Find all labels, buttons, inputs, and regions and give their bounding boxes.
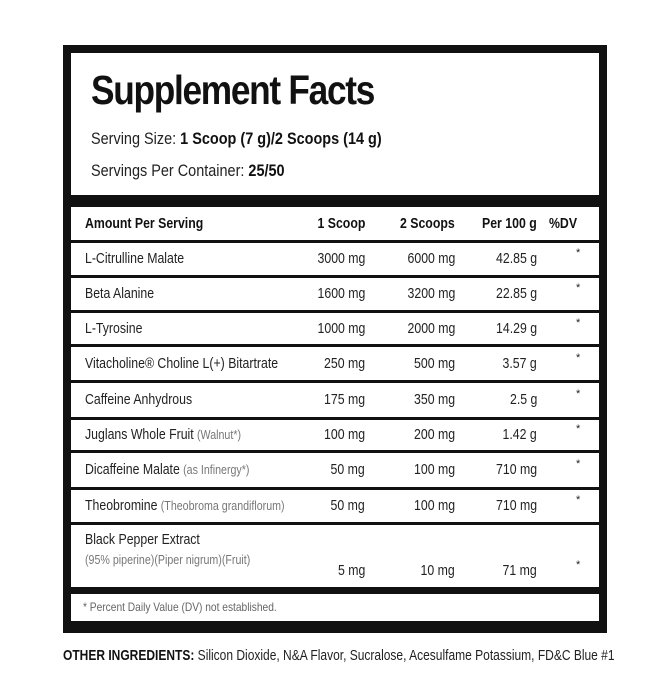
amount-2-scoops: 100 mg: [413, 497, 455, 514]
amount-1-scoop: 3000 mg: [317, 250, 365, 267]
other-ingredients-label: OTHER INGREDIENTS:: [63, 647, 195, 664]
col-amount: Amount Per Serving: [85, 215, 204, 232]
amount-2-scoops: 350 mg: [413, 391, 455, 408]
ingredient-label: Vitacholine® Choline L(+) Bitartrate: [85, 355, 279, 372]
amount-per-100g: 22.85 g: [495, 285, 537, 302]
servings-label: Servings Per Container:: [91, 161, 249, 180]
daily-value: *: [576, 559, 581, 571]
col-2-scoops: 2 Scoops: [400, 215, 455, 232]
amount-1-scoop: 1000 mg: [317, 320, 365, 337]
other-ingredients: OTHER INGREDIENTS: Silicon Dioxide, N&A …: [63, 647, 615, 664]
amount-per-100g: 710 mg: [495, 497, 537, 514]
daily-value: *: [576, 282, 581, 294]
col-1-scoop: 1 Scoop: [317, 215, 365, 232]
serving-size: Serving Size: 1 Scoop (7 g)/2 Scoops (14…: [91, 129, 382, 149]
ingredient-name: Beta Alanine: [85, 285, 154, 302]
amount-1-scoop: 50 mg: [330, 461, 365, 478]
ingredient-name: Black Pepper Extract (95% piperine)(Piper…: [85, 531, 250, 567]
facts-header: Supplement Facts Serving Size: 1 Scoop (…: [71, 53, 599, 195]
ingredient-name: Vitacholine® Choline L(+) Bitartrate: [85, 355, 278, 372]
amount-1-scoop: 250 mg: [323, 355, 365, 372]
amount-1-scoop: 100 mg: [323, 426, 365, 443]
amount-1-scoop: 175 mg: [323, 391, 365, 408]
supplement-facts-panel: Supplement Facts Serving Size: 1 Scoop (…: [63, 45, 607, 633]
amount-2-scoops: 500 mg: [413, 355, 455, 372]
amount-2-scoops: 6000 mg: [407, 250, 455, 267]
ingredient-name: Dicaffeine Malate (as Infinergy*): [85, 461, 249, 478]
footnote-box: * Percent Daily Value (DV) not establish…: [71, 594, 599, 621]
daily-value: *: [576, 247, 581, 259]
table-row: Black Pepper Extract (95% piperine)(Piper…: [71, 525, 599, 587]
daily-value: *: [576, 317, 581, 329]
table-header: Amount Per Serving 1 Scoop 2 Scoops Per …: [71, 207, 599, 240]
ingredient-label: Caffeine Anhydrous: [85, 391, 193, 408]
ingredient-label: Juglans Whole Fruit: [85, 426, 194, 443]
amount-per-100g: 710 mg: [495, 461, 537, 478]
amount-2-scoops: 3200 mg: [407, 285, 455, 302]
daily-value: *: [576, 352, 581, 364]
table-row: Dicaffeine Malate (as Infinergy*) 50 mg 100…: [71, 453, 599, 487]
serving-size-value: 1 Scoop (7 g)/2 Scoops (14 g): [180, 129, 382, 148]
col-dv: %DV: [549, 215, 578, 232]
daily-value: *: [576, 423, 581, 435]
ingredient-source: (Theobroma grandiflorum): [160, 498, 285, 513]
col-per-100g: Per 100 g: [482, 215, 537, 232]
amount-per-100g: 3.57 g: [502, 355, 537, 372]
daily-value: *: [576, 388, 581, 400]
amount-1-scoop: 1600 mg: [317, 285, 365, 302]
amount-2-scoops: 2000 mg: [407, 320, 455, 337]
table-row: L-Citrulline Malate 3000 mg 6000 mg 42.85 g…: [71, 243, 599, 275]
ingredient-name: L-Citrulline Malate: [85, 250, 184, 267]
ingredient-source: (Walnut*): [196, 427, 242, 442]
amount-per-100g: 71 mg: [502, 562, 537, 579]
ingredient-name: L-Tyrosine: [85, 320, 142, 337]
ingredient-label: L-Citrulline Malate: [85, 250, 185, 267]
amount-per-100g: 14.29 g: [495, 320, 537, 337]
table-row: Theobromine (Theobroma grandiflorum) 50 mg…: [71, 490, 599, 522]
ingredient-label: Theobromine: [85, 497, 158, 514]
amount-2-scoops: 200 mg: [413, 426, 455, 443]
amount-per-100g: 42.85 g: [495, 250, 537, 267]
other-ingredients-value: Silicon Dioxide, N&A Flavor, Sucralose, …: [194, 647, 615, 664]
table-row: Juglans Whole Fruit (Walnut*) 100 mg 200 mg…: [71, 420, 599, 450]
table-row: Beta Alanine 1600 mg 3200 mg 22.85 g *: [71, 278, 599, 310]
amount-1-scoop: 50 mg: [330, 497, 365, 514]
amount-per-100g: 2.5 g: [509, 391, 537, 408]
footnote: * Percent Daily Value (DV) not establish…: [83, 600, 277, 614]
amount-2-scoops: 10 mg: [420, 562, 455, 579]
serving-size-label: Serving Size:: [91, 129, 181, 148]
amount-1-scoop: 5 mg: [337, 562, 365, 579]
table-row: Vitacholine® Choline L(+) Bitartrate 250 …: [71, 347, 599, 380]
amount-2-scoops: 100 mg: [413, 461, 455, 478]
ingredient-label: L-Tyrosine: [85, 320, 143, 337]
ingredient-label: Dicaffeine Malate: [85, 461, 180, 478]
ingredient-name: Caffeine Anhydrous: [85, 391, 192, 408]
ingredient-name: Juglans Whole Fruit (Walnut*): [85, 426, 241, 443]
ingredient-name: Theobromine (Theobroma grandiflorum): [85, 497, 285, 514]
ingredient-source: (95% piperine)(Piper nigrum)(Fruit): [85, 552, 251, 567]
ingredient-label: Beta Alanine: [85, 285, 155, 302]
table-row: Caffeine Anhydrous 175 mg 350 mg 2.5 g *: [71, 383, 599, 417]
table-row: L-Tyrosine 1000 mg 2000 mg 14.29 g *: [71, 313, 599, 344]
servings-per-container: Servings Per Container: 25/50: [91, 161, 285, 181]
ingredient-source: (as Infinergy*): [183, 462, 250, 477]
daily-value: *: [576, 458, 581, 470]
facts-title: Supplement Facts: [91, 67, 375, 113]
servings-value: 25/50: [248, 161, 285, 180]
ingredient-label: Black Pepper Extract: [85, 531, 200, 548]
daily-value: *: [576, 494, 581, 506]
amount-per-100g: 1.42 g: [502, 426, 537, 443]
